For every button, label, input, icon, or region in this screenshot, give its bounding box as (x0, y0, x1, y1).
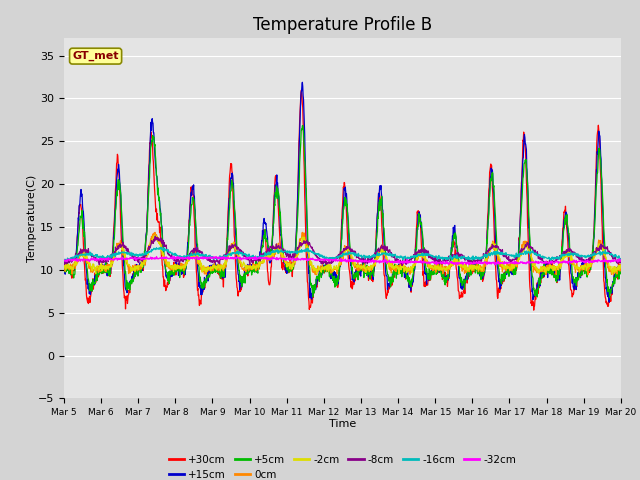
+15cm (184, 240, 191, 246)
-16cm (617, 256, 625, 262)
+5cm (502, 268, 509, 274)
-8cm (398, 263, 406, 268)
0cm (298, 229, 306, 235)
+5cm (60, 262, 68, 268)
+5cm (246, 265, 254, 271)
0cm (551, 265, 559, 271)
+15cm (502, 269, 509, 275)
Title: Temperature Profile B: Temperature Profile B (253, 16, 432, 34)
-32cm (184, 254, 192, 260)
-32cm (502, 259, 510, 265)
-16cm (502, 251, 510, 257)
-32cm (429, 259, 437, 265)
0cm (617, 263, 625, 269)
Line: -2cm: -2cm (64, 235, 621, 274)
-2cm (617, 264, 625, 270)
+5cm (617, 270, 625, 276)
-2cm (246, 265, 254, 271)
Text: GT_met: GT_met (72, 51, 119, 61)
0cm (184, 257, 191, 263)
0cm (246, 263, 254, 268)
+30cm (170, 265, 178, 271)
+30cm (552, 272, 559, 278)
-32cm (246, 256, 254, 262)
Y-axis label: Temperature(C): Temperature(C) (26, 175, 36, 262)
-32cm (552, 258, 559, 264)
+5cm (184, 250, 191, 255)
-8cm (617, 259, 625, 264)
-2cm (60, 264, 68, 269)
+30cm (530, 307, 538, 313)
+5cm (299, 122, 307, 128)
X-axis label: Time: Time (329, 419, 356, 429)
-32cm (617, 258, 625, 264)
-8cm (171, 256, 179, 262)
-8cm (552, 259, 559, 264)
0cm (610, 272, 618, 278)
-8cm (152, 233, 159, 239)
+5cm (170, 270, 178, 276)
-16cm (429, 254, 437, 260)
0cm (170, 264, 178, 270)
-32cm (492, 262, 499, 268)
-2cm (552, 265, 559, 271)
Line: +5cm: +5cm (64, 125, 621, 297)
-2cm (171, 264, 179, 269)
-2cm (152, 232, 159, 238)
Line: +15cm: +15cm (64, 82, 621, 302)
+30cm (298, 87, 305, 93)
-2cm (429, 266, 437, 272)
+15cm (429, 266, 437, 272)
+15cm (170, 264, 178, 270)
+30cm (617, 264, 625, 270)
Line: 0cm: 0cm (64, 232, 621, 275)
+15cm (551, 264, 559, 270)
0cm (429, 264, 437, 270)
-2cm (396, 271, 403, 277)
+15cm (617, 267, 625, 273)
+5cm (429, 272, 437, 277)
-16cm (157, 245, 164, 251)
+30cm (184, 240, 191, 245)
-2cm (184, 258, 192, 264)
0cm (502, 268, 509, 274)
+5cm (551, 272, 559, 278)
-8cm (429, 257, 437, 263)
+30cm (429, 271, 437, 277)
+5cm (605, 294, 613, 300)
+30cm (246, 267, 254, 273)
-16cm (60, 257, 68, 263)
Line: -16cm: -16cm (64, 248, 621, 261)
+15cm (246, 267, 254, 273)
-8cm (246, 256, 254, 262)
Line: +30cm: +30cm (64, 90, 621, 310)
+30cm (502, 270, 509, 276)
-32cm (171, 255, 179, 261)
Line: -8cm: -8cm (64, 236, 621, 265)
-8cm (184, 253, 192, 259)
0cm (60, 261, 68, 267)
-16cm (172, 252, 179, 258)
-16cm (62, 258, 70, 264)
Legend: +30cm, +15cm, +5cm, 0cm, -2cm, -8cm, -16cm, -32cm: +30cm, +15cm, +5cm, 0cm, -2cm, -8cm, -16… (164, 450, 520, 480)
-2cm (502, 265, 510, 271)
+15cm (605, 300, 613, 305)
-16cm (247, 255, 255, 261)
-16cm (185, 252, 193, 258)
Line: -32cm: -32cm (64, 256, 621, 265)
-8cm (60, 260, 68, 265)
-16cm (552, 255, 559, 261)
-8cm (502, 252, 510, 257)
+30cm (60, 259, 68, 265)
-32cm (170, 253, 178, 259)
-32cm (60, 257, 68, 263)
+15cm (60, 258, 68, 264)
+15cm (298, 79, 306, 85)
